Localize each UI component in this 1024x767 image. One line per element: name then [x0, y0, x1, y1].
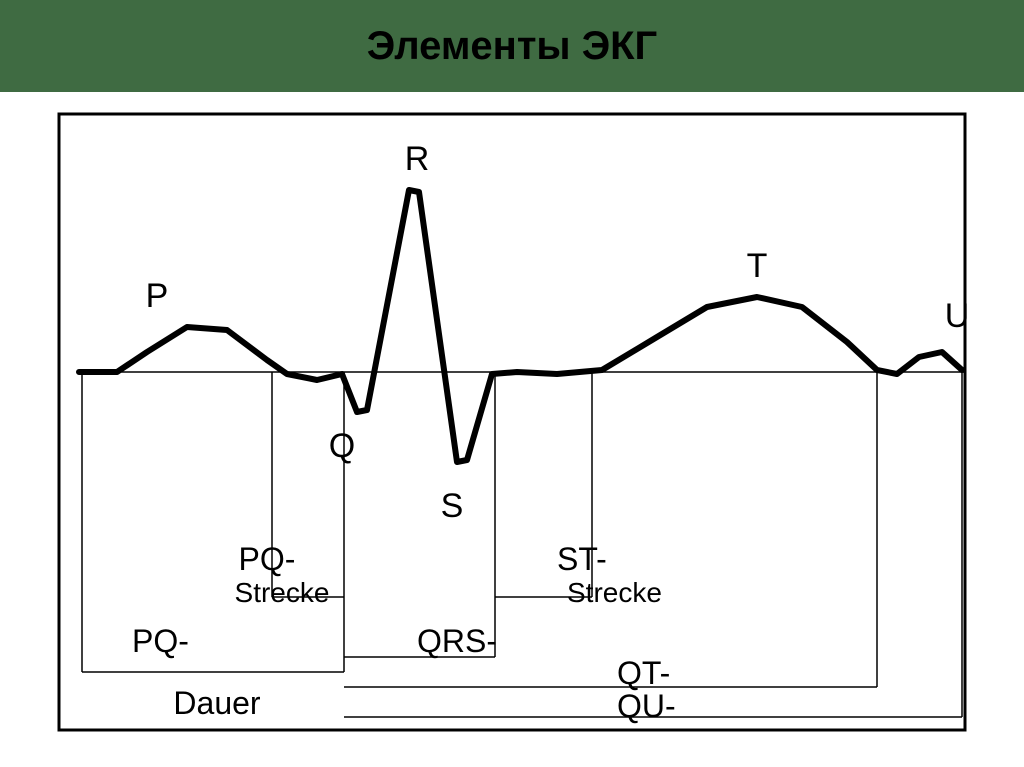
wave-label-q: Q	[329, 427, 355, 465]
interval-label-pq-strecke-1: PQ-	[239, 541, 296, 577]
wave-label-s: S	[441, 487, 464, 525]
interval-label-qrs-lbl: QRS-	[417, 623, 497, 659]
header-bar: Элементы ЭКГ	[0, 0, 1024, 92]
interval-label-st-strecke-2: Strecke	[567, 577, 662, 608]
wave-label-u: U	[945, 297, 967, 335]
interval-label-st-strecke-1: ST-	[557, 541, 607, 577]
wave-label-t: T	[747, 247, 768, 285]
interval-label-pq-strecke-2: Strecke	[235, 577, 330, 608]
wave-label-r: R	[405, 140, 430, 178]
interval-label-dauer-lbl: Dauer	[173, 685, 261, 721]
wave-label-p: P	[146, 277, 169, 315]
interval-label-qu-lbl: QU-	[617, 688, 676, 724]
page-title: Элементы ЭКГ	[367, 24, 657, 69]
interval-label-pq-dauer-1: PQ-	[132, 623, 189, 659]
interval-label-qt-lbl: QT-	[617, 655, 670, 691]
diagram-border	[59, 114, 965, 730]
ecg-diagram: PRTUQSPQ-StreckeST-StreckePQ-QRS-DauerQT…	[57, 112, 967, 732]
